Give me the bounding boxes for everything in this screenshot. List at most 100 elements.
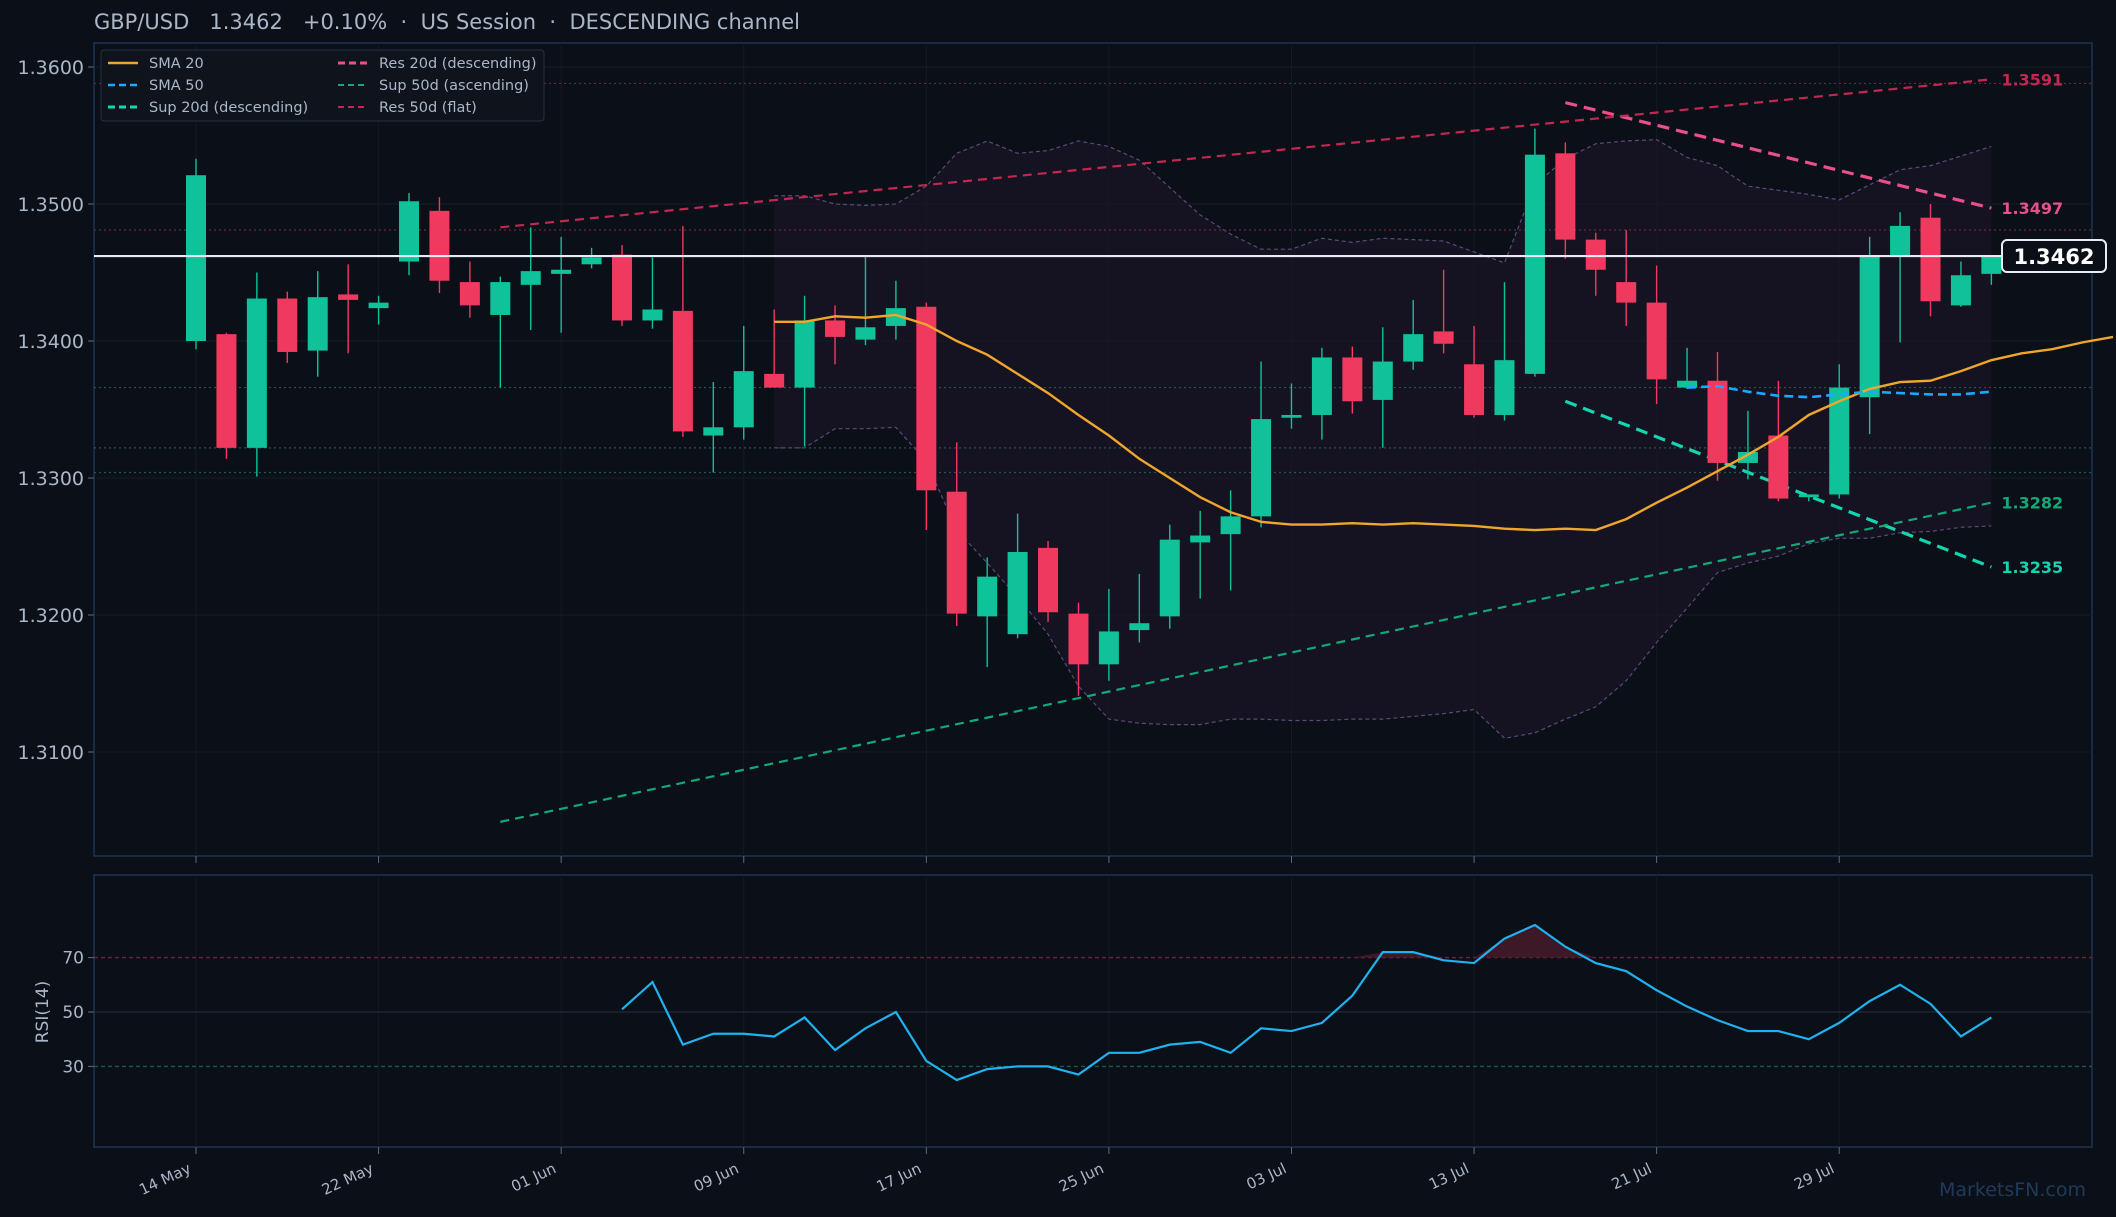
candle-body (581, 257, 602, 265)
candle-body (216, 334, 237, 448)
candle-body (1707, 380, 1728, 463)
candle-body (1890, 225, 1911, 257)
candle-body (1007, 551, 1028, 635)
candle-body (1859, 256, 1880, 398)
x-tick-label: 22 May (319, 1159, 376, 1199)
legend-sup-50d-label: Sup 50d (ascending) (379, 78, 529, 94)
title-change: +0.10% (302, 10, 388, 34)
candle-body (1585, 239, 1606, 270)
sup-20d-line-label: 1.3235 (2001, 558, 2063, 577)
candle-body (733, 371, 754, 428)
bollinger-upper (774, 139, 1992, 264)
rsi-y-tick-label: 30 (62, 1057, 84, 1077)
res-20d-line-label: 1.3497 (2001, 199, 2063, 218)
candle-body (1616, 282, 1637, 303)
candle-body (1464, 364, 1485, 415)
x-tick-label: 01 Jun (508, 1159, 558, 1195)
candle-body (672, 310, 693, 432)
candle-body (459, 282, 480, 306)
candle-body (1251, 419, 1272, 517)
candle-body (277, 298, 298, 352)
x-tick-label: 09 Jun (691, 1159, 741, 1195)
rsi-axis-label: RSI(14) (33, 981, 53, 1044)
legend-res-20d-label: Res 20d (descending) (379, 56, 536, 72)
title-session: US Session (420, 10, 537, 34)
last-price-badge (2001, 239, 2107, 274)
candle-body (764, 373, 785, 388)
res-50d-line-label: 1.3591 (2001, 70, 2063, 89)
last-price-label: 1.3462 (2013, 245, 2094, 269)
candle-body (246, 298, 267, 448)
y-tick-label: 1.3600 (18, 57, 84, 79)
candle-body (1068, 613, 1089, 665)
candle-body (490, 282, 511, 315)
rsi-panel-frame (93, 874, 2093, 1148)
x-tick-label: 14 May (136, 1159, 193, 1199)
candle-body (1768, 435, 1789, 499)
candle-body (399, 201, 420, 262)
candle-body (1190, 535, 1211, 543)
watermark: MarketsFN.com (1939, 1179, 2086, 1201)
sup-50d-line-label: 1.3282 (2001, 494, 2063, 513)
candle-body (825, 320, 846, 337)
legend: SMA 20 SMA 50 Sup 20d (descending) Res 20d … (100, 49, 545, 122)
x-tick-label: 03 Jul (1244, 1159, 1290, 1193)
candle-body (1829, 387, 1850, 495)
title-sep-1: · (400, 10, 408, 34)
bollinger-lower (774, 426, 1992, 739)
chart-title: GBP/USD 1.3462 +0.10% · US Session · DES… (94, 10, 800, 34)
candle-body (1038, 547, 1059, 613)
candle-body (916, 306, 937, 491)
rsi-y-tick-label: 50 (62, 1003, 84, 1023)
sma-20-line (774, 313, 2114, 532)
title-channel: DESCENDING channel (569, 10, 800, 34)
candle-body (1342, 357, 1363, 402)
candle-body (307, 297, 328, 351)
candle-body (855, 327, 876, 340)
title-price: 1.3462 (209, 10, 283, 34)
candle-body (551, 269, 572, 274)
candle-body (1098, 631, 1119, 665)
candle-body (1372, 361, 1393, 400)
candle-body (1433, 331, 1454, 344)
y-tick-label: 1.3500 (18, 194, 84, 216)
res-50d-line (500, 78, 1992, 229)
candle-body (1159, 539, 1180, 617)
x-tick-label: 13 Jul (1426, 1159, 1472, 1193)
res-20d-line (1564, 101, 1992, 210)
candle-body (1950, 275, 1971, 306)
candle-body (1798, 494, 1819, 498)
title-sep-2: · (549, 10, 557, 34)
rsi-overbought-fill (1474, 924, 1596, 958)
candle-body (1403, 334, 1424, 362)
x-tick-label: 29 Jul (1791, 1159, 1837, 1193)
rsi-panel: 14 May 22 May 01 Jun 09 Jun 17 Jun 25 Jun 03 J… (33, 874, 2093, 1199)
candle-body (1981, 256, 2002, 274)
candle-body (1920, 217, 1941, 302)
legend-res-50d-label: Res 50d (flat) (379, 100, 477, 116)
legend-sup-20d-label: Sup 20d (descending) (149, 100, 308, 116)
y-tick-label: 1.3100 (18, 742, 84, 764)
candle-body (1737, 451, 1758, 463)
title-symbol: GBP/USD (94, 10, 190, 34)
rsi-line (621, 923, 1992, 1082)
candle-body (1555, 153, 1576, 240)
candle-body (1646, 302, 1667, 380)
candle-body (1677, 380, 1698, 388)
y-tick-label: 1.3400 (18, 331, 84, 353)
legend-sma-50-label: SMA 50 (149, 78, 204, 94)
candle-body (1220, 516, 1241, 535)
legend-sma-20-label: SMA 20 (149, 56, 204, 72)
candle-body (885, 308, 906, 326)
candle-body (429, 210, 450, 281)
rsi-overbought-fill (1352, 952, 1444, 958)
candle-body (1494, 360, 1515, 415)
candle-body (1524, 154, 1545, 374)
x-tick-label: 25 Jun (1056, 1159, 1106, 1195)
candle-body (946, 491, 967, 614)
candle-body (642, 309, 663, 321)
x-tick-label: 17 Jun (874, 1159, 924, 1195)
candle-body (703, 427, 724, 436)
main-panel: 1.3100 1.3200 1.3300 1.3400 1.3500 1.3600 1.34… (18, 42, 2114, 863)
